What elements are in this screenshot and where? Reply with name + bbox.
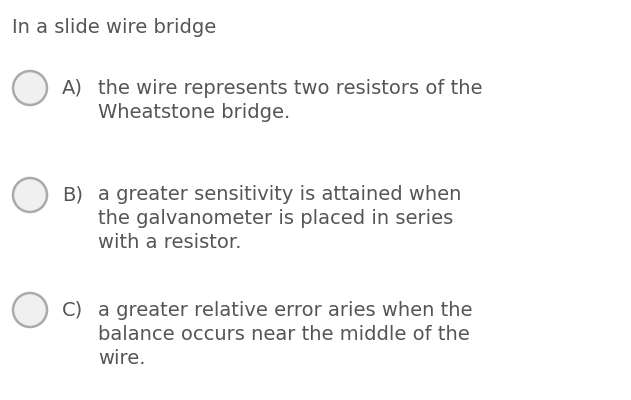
Ellipse shape [13,71,47,105]
Text: a greater sensitivity is attained when: a greater sensitivity is attained when [98,186,461,204]
Text: the galvanometer is placed in series: the galvanometer is placed in series [98,210,453,228]
Text: with a resistor.: with a resistor. [98,234,242,252]
Text: a greater relative error aries when the: a greater relative error aries when the [98,300,473,320]
Text: wire.: wire. [98,348,146,368]
Text: In a slide wire bridge: In a slide wire bridge [12,18,216,37]
Text: B): B) [62,186,83,204]
Text: the wire represents two resistors of the: the wire represents two resistors of the [98,78,483,98]
Text: Wheatstone bridge.: Wheatstone bridge. [98,102,290,122]
Ellipse shape [13,293,47,327]
Text: C): C) [62,300,83,320]
Text: A): A) [62,78,83,98]
Text: balance occurs near the middle of the: balance occurs near the middle of the [98,324,469,344]
Ellipse shape [13,178,47,212]
